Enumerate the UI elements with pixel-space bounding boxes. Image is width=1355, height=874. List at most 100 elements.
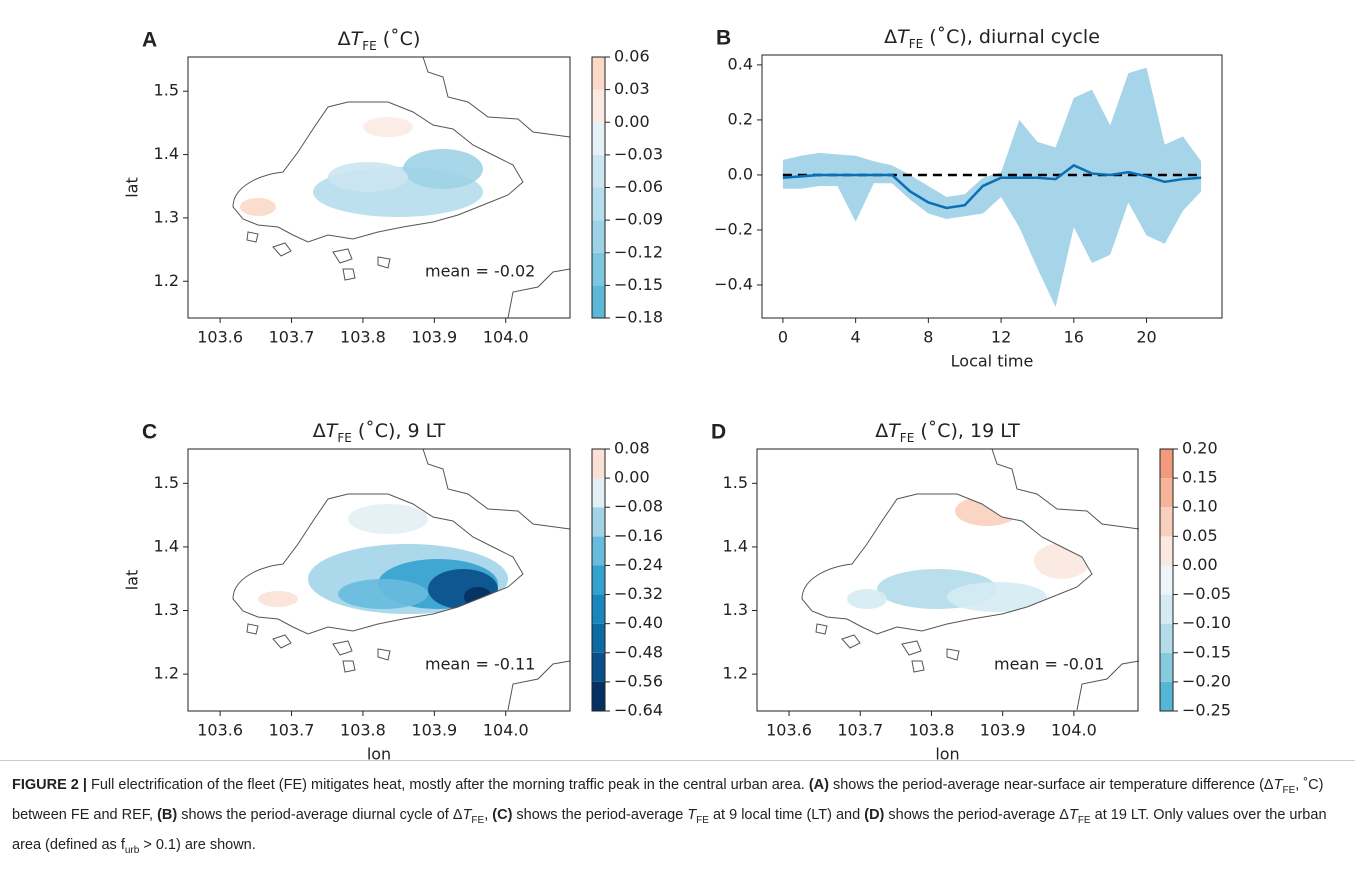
spread-band (782, 67, 1202, 307)
panel-letter: B (716, 27, 731, 50)
mean-line (782, 163, 1202, 210)
title-var: T (888, 420, 901, 442)
heat-field (240, 117, 483, 217)
x-tick-label: 104.0 (483, 328, 529, 347)
colorbar-label: −0.48 (614, 642, 663, 661)
panel-title: ΔTFE (˚C) (338, 28, 421, 53)
x-tick-label: 103.9 (980, 721, 1026, 740)
map (187, 448, 571, 712)
heat-patch (403, 149, 483, 189)
caption-text: FE (696, 814, 709, 826)
panel-title: ΔTFE (˚C), 9 LT (313, 420, 446, 445)
panel-letter: C (142, 421, 157, 444)
y-tick-label: 1.4 (154, 536, 179, 555)
x-axis-label: lon (367, 745, 391, 761)
colorbar-band (592, 681, 605, 711)
colorbar-label: 0.06 (614, 47, 650, 66)
colorbar-band (1160, 681, 1173, 711)
colorbar-band (592, 154, 605, 188)
colorbar-label: −0.08 (614, 497, 663, 516)
caption-text: , ˚C) between FE and REF, (12, 777, 1324, 823)
colorbar-band (1160, 536, 1173, 566)
title-var: T (897, 26, 910, 48)
x-axis-label: lon (935, 745, 959, 761)
y-tick-label: 1.2 (154, 664, 179, 683)
panel-title: ΔTFE (˚C), 19 LT (875, 420, 1020, 445)
colorbar-label: −0.18 (614, 308, 663, 327)
colorbar-band (1160, 565, 1173, 595)
x-tick-label: 103.8 (340, 721, 386, 740)
colorbar-label: −0.15 (614, 275, 663, 294)
y-tick-label: 1.3 (723, 600, 748, 619)
caption-text: shows the period-average Δ (884, 806, 1069, 823)
colorbar-label: 0.15 (1182, 468, 1218, 487)
x-tick-label: 20 (1136, 328, 1156, 347)
caption-text: Full electrification of the fleet (FE) m… (86, 777, 809, 793)
title-sub: FE (900, 431, 914, 445)
colorbar-band (592, 122, 605, 155)
x-tick-label: 103.8 (340, 328, 386, 347)
caption-text: FE (1282, 784, 1296, 796)
title-var: T (326, 420, 339, 442)
x-tick-label: 103.7 (269, 721, 315, 740)
colorbar-band (592, 594, 605, 624)
x-tick-label: 104.0 (1051, 721, 1097, 740)
annotation: mean = -0.11 (425, 655, 535, 674)
colorbar-label: −0.20 (1182, 671, 1231, 690)
colorbar-label: −0.10 (1182, 613, 1231, 632)
colorbar-band (592, 652, 605, 682)
colorbar-label: 0.00 (614, 468, 650, 487)
axes-frame (187, 56, 571, 319)
heat-patch (258, 591, 298, 607)
title-rest: (˚C), 19 LT (914, 420, 1020, 442)
x-tick-label: 4 (851, 328, 861, 347)
panel-letter: D (711, 421, 726, 444)
colorbar-band (592, 565, 605, 595)
colorbar-label: −0.03 (614, 144, 663, 163)
colorbar-label: −0.09 (614, 210, 663, 229)
caption-text: (C) (492, 806, 513, 823)
title-delta: Δ (338, 28, 351, 50)
coastline (901, 640, 922, 656)
coastline (1076, 660, 1140, 711)
y-axis-label: lat (123, 570, 142, 591)
caption-text: (A) (808, 777, 829, 793)
caption-text: shows the period-average near-surface ai… (828, 777, 1274, 793)
colorbar-label: −0.64 (614, 701, 663, 720)
coastline (377, 648, 391, 661)
coastline (272, 242, 292, 257)
colorbar-band (592, 536, 605, 566)
y-axis-label: lat (123, 177, 142, 198)
map (756, 448, 1140, 712)
title-sub: FE (909, 37, 923, 51)
caption-text: FIGURE 2 | (12, 777, 87, 793)
colorbar-label: 0.05 (1182, 526, 1218, 545)
y-tick-label: −0.4 (714, 274, 753, 293)
colorbar-band (592, 187, 605, 221)
colorbar-label: −0.15 (1182, 642, 1231, 661)
heat-patch (847, 589, 887, 609)
caption-text: (B) (157, 806, 178, 823)
y-tick-label: 0.0 (728, 164, 753, 183)
coastline (246, 231, 259, 243)
colorbar-band (592, 57, 605, 90)
caption-text: shows the period-average diurnal cycle o… (177, 806, 463, 823)
coastline (422, 448, 571, 530)
title-sub: FE (362, 39, 376, 53)
y-tick-label: 1.2 (723, 664, 748, 683)
colorbar-band (592, 89, 605, 123)
annotation: mean = -0.02 (425, 262, 535, 281)
caption-text: FE (471, 814, 485, 826)
caption-text: (D) (864, 806, 885, 823)
title-rest: (˚C), 9 LT (352, 420, 446, 442)
panel-letter: A (142, 29, 157, 52)
axes-frame (756, 448, 1139, 712)
colorbar-label: −0.16 (614, 526, 663, 545)
x-tick-label: 103.7 (269, 328, 315, 347)
y-tick-label: −0.2 (714, 219, 753, 238)
y-tick-label: 1.2 (154, 271, 179, 290)
axes-frame (187, 448, 571, 712)
colorbar-label: 0.20 (1182, 439, 1218, 458)
colorbar-frame (591, 448, 606, 712)
